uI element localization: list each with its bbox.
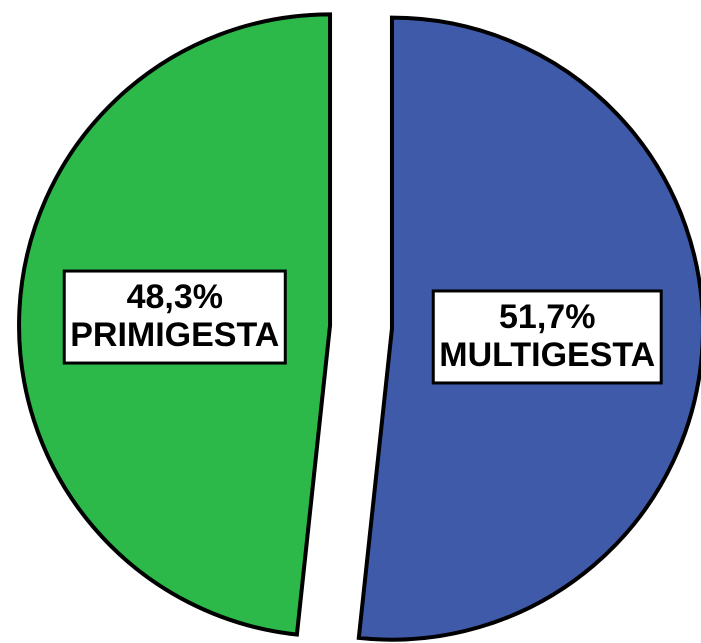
- slice-value-label: 48,3%: [127, 278, 223, 316]
- slice-category-label: MULTIGESTA: [439, 336, 655, 374]
- slice-label: 51,7%MULTIGESTA: [431, 289, 663, 385]
- label-box: [431, 289, 663, 385]
- slice-value-label: 51,7%: [499, 298, 595, 336]
- label-box: [62, 269, 287, 365]
- slice-category-label: PRIMIGESTA: [70, 316, 279, 354]
- slice-label: 48,3%PRIMIGESTA: [62, 269, 287, 365]
